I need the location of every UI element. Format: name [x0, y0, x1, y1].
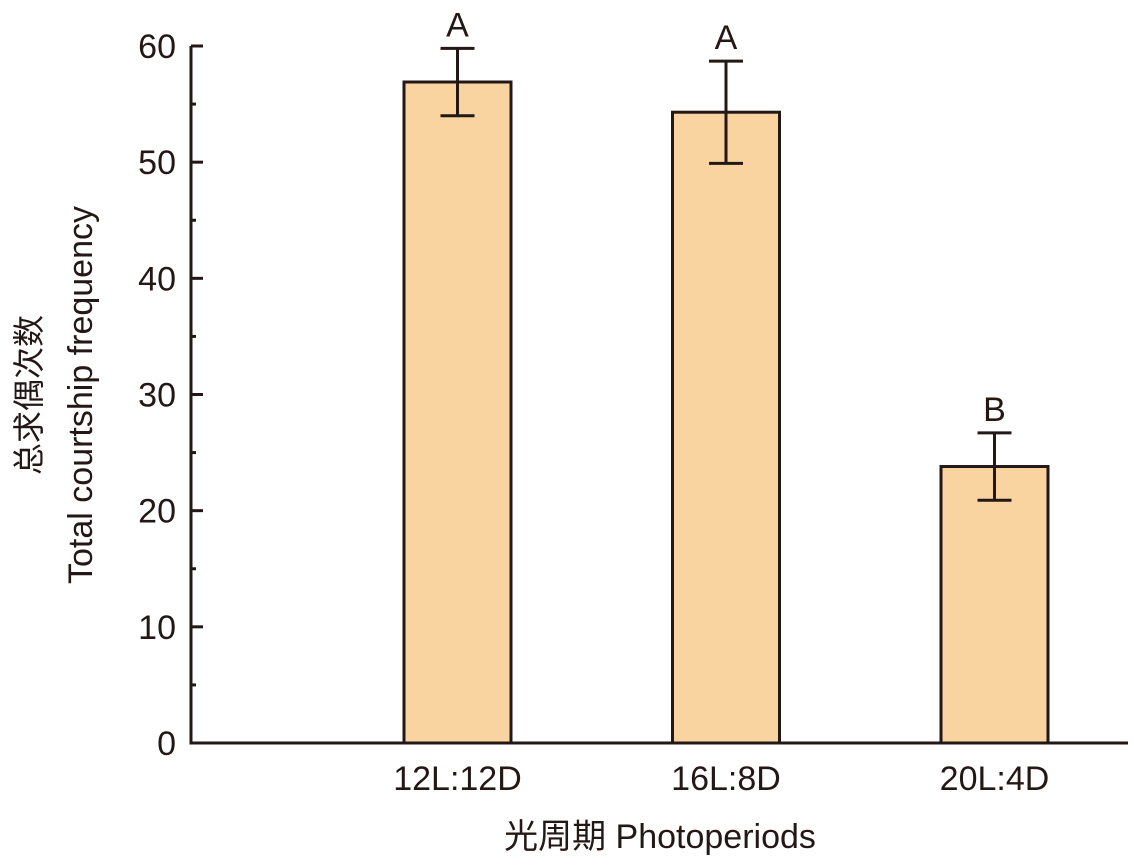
x-axis-label: 光周期 Photoperiods: [504, 818, 816, 856]
bar-12L:12D: [402, 80, 513, 745]
bars: A 12L:12D A 16L:8D B 20L:4D: [393, 6, 1050, 798]
y-tick-label: 60: [138, 28, 176, 66]
significance-label: A: [446, 6, 469, 44]
y-tick-label: 30: [138, 377, 176, 415]
y-tick-label: 10: [138, 609, 176, 647]
x-tick-label: 20L:4D: [940, 760, 1050, 798]
y-tick-label: 0: [157, 725, 176, 763]
bar-16L:8D: [671, 110, 781, 745]
y-tick-label: 50: [138, 144, 176, 182]
x-tick-label: 16L:8D: [671, 760, 781, 798]
y-tick-label: 20: [138, 493, 176, 531]
significance-label: A: [715, 19, 738, 57]
x-tick-label: 12L:12D: [393, 760, 522, 798]
axes: 0 10 20 30 40 50 60: [138, 28, 1128, 763]
y-axis-label: Total courtship frequency: [62, 206, 100, 584]
y-axis-label-chinese: 总求偶次数: [11, 315, 47, 475]
y-tick-label: 40: [138, 260, 176, 298]
bar-20L:4D: [939, 465, 1050, 745]
significance-label: B: [983, 391, 1006, 429]
